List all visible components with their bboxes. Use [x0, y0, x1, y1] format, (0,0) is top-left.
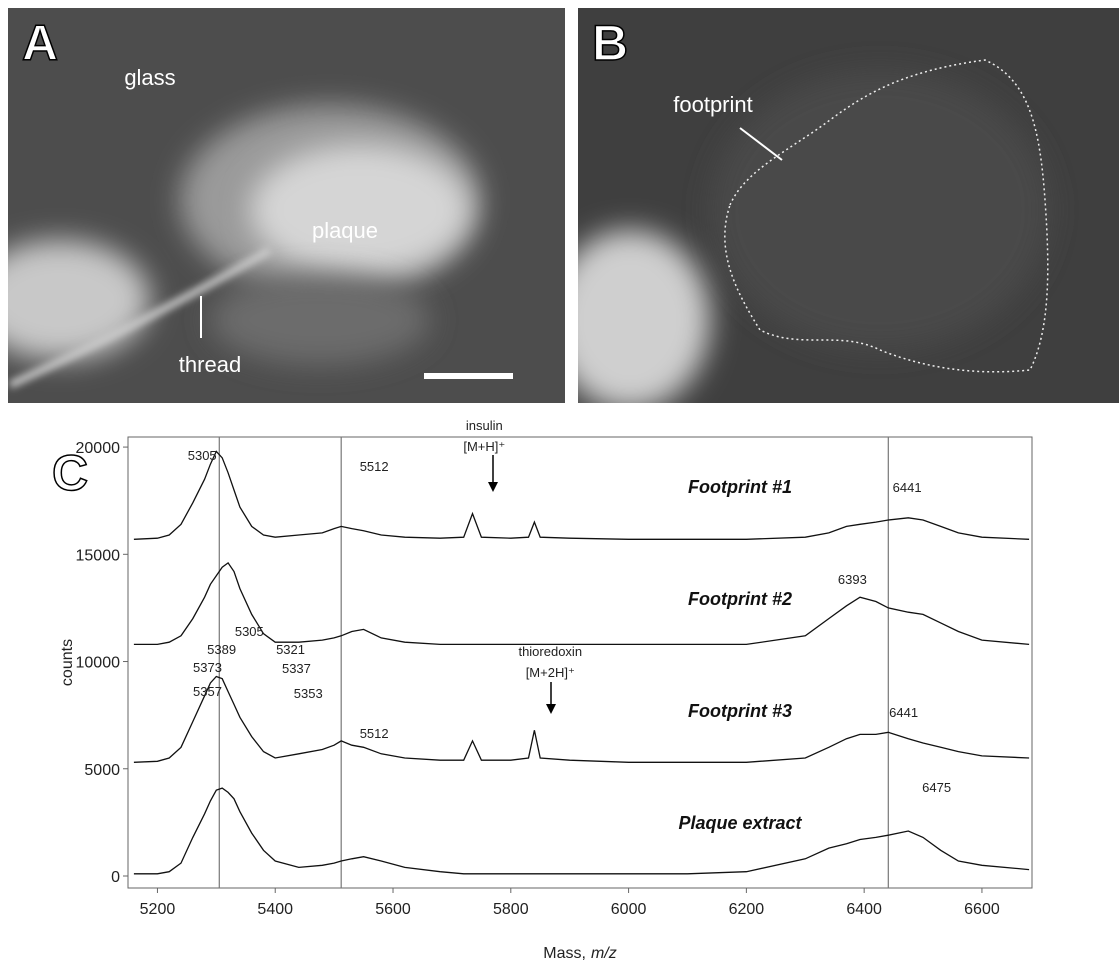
- y-axis-label: counts: [59, 639, 76, 686]
- figure: 0500010000150002000052005400560058006000…: [0, 0, 1119, 967]
- annotation: 5321: [276, 642, 305, 657]
- y-tick-label: 0: [111, 869, 120, 886]
- x-tick-label: 5600: [375, 901, 411, 918]
- annotation: [M+H]⁺: [463, 439, 505, 454]
- panel-letter: C: [52, 445, 88, 501]
- x-tick-label: 6400: [846, 901, 882, 918]
- x-tick-label: 5400: [257, 901, 293, 918]
- spectrum-line: [134, 563, 1029, 645]
- photo-a: [0, 8, 565, 403]
- y-tick-label: 10000: [76, 655, 121, 672]
- x-tick-label: 6000: [611, 901, 647, 918]
- arrowhead: [488, 482, 498, 492]
- photo-b: [550, 8, 1119, 410]
- arrowhead: [546, 704, 556, 714]
- panel-letter: B: [592, 15, 628, 71]
- spectrum-line: [134, 788, 1029, 874]
- annotation: [M+2H]⁺: [526, 665, 575, 680]
- annotation: 5305: [235, 624, 264, 639]
- annotation: 6441: [893, 480, 922, 495]
- x-axis-label-part: m/z: [591, 945, 617, 962]
- annotation: insulin: [466, 418, 503, 433]
- annotation: 5512: [360, 459, 389, 474]
- annotation: 5373: [193, 660, 222, 675]
- photo-label: footprint: [673, 92, 753, 117]
- photo-label: glass: [124, 65, 175, 90]
- annotation: 5389: [207, 642, 236, 657]
- x-tick-label: 5200: [140, 901, 176, 918]
- x-tick-label: 6200: [729, 901, 765, 918]
- annotation: thioredoxin: [518, 644, 582, 659]
- annotation: 6441: [889, 705, 918, 720]
- annotation: 5353: [294, 686, 323, 701]
- annotation: 5512: [360, 726, 389, 741]
- x-axis-label-part: Mass,: [543, 945, 586, 962]
- series-label: Plaque extract: [678, 813, 802, 833]
- annotation: 5337: [282, 661, 311, 676]
- series-label: Footprint #1: [688, 477, 792, 497]
- y-tick-label: 15000: [76, 547, 121, 564]
- y-tick-label: 5000: [84, 762, 120, 779]
- x-tick-label: 5800: [493, 901, 529, 918]
- panel-letter: A: [22, 15, 58, 71]
- annotation: 6393: [838, 572, 867, 587]
- x-tick-label: 6600: [964, 901, 1000, 918]
- annotation: 5357: [193, 684, 222, 699]
- annotation: 5305: [188, 448, 217, 463]
- photo-label: plaque: [312, 218, 378, 243]
- x-axis-label: Mass, m/z: [543, 945, 616, 962]
- spectrum-line: [134, 451, 1029, 539]
- annotation: 6475: [922, 780, 951, 795]
- photo-label: thread: [179, 352, 241, 377]
- series-label: Footprint #2: [688, 589, 792, 609]
- series-label: Footprint #3: [688, 701, 792, 721]
